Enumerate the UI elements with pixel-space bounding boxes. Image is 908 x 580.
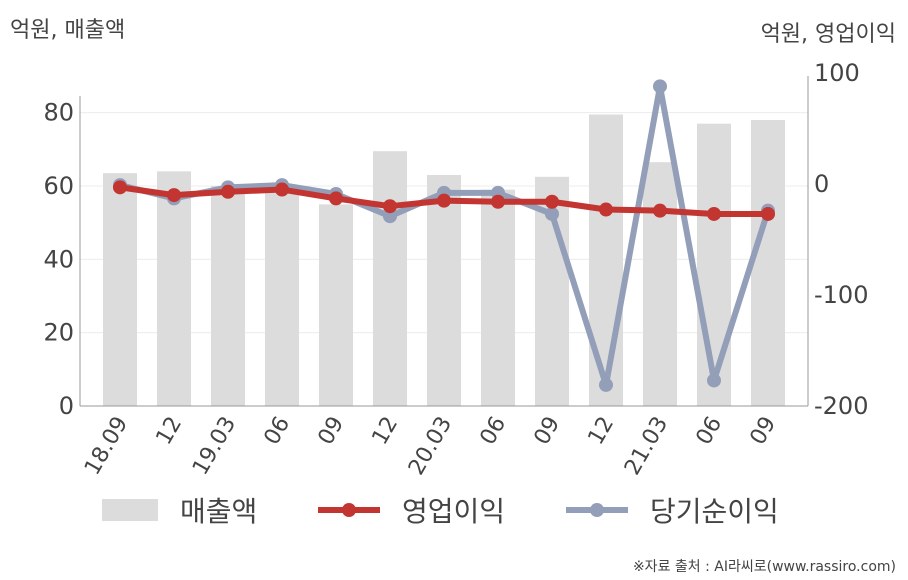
x-tick-label: 12 (584, 413, 620, 450)
point-영업이익 (167, 188, 181, 203)
legend-sales: 매출액 (102, 490, 257, 530)
left-axis-unit: 억원, 매출액 (10, 18, 126, 43)
x-tick-label: 06 (476, 413, 512, 450)
bar-매출액 (211, 186, 245, 406)
x-tick-label: 18.09 (80, 413, 133, 480)
point-영업이익 (761, 206, 775, 221)
bar-매출액 (589, 114, 623, 406)
point-영업이익 (707, 206, 721, 221)
point-영업이익 (653, 203, 667, 218)
point-영업이익 (545, 194, 559, 209)
point-영업이익 (599, 202, 613, 217)
bar-매출액 (427, 175, 461, 406)
x-tick-label: 06 (260, 413, 296, 450)
point-당기순이익 (653, 79, 667, 94)
bar-매출액 (481, 189, 515, 406)
bar-매출액 (157, 171, 191, 406)
point-영업이익 (491, 194, 505, 209)
legend-operating-label: 영업이익 (402, 495, 506, 528)
source-credit: ※자료 출처 : AI라씨로(www.rassiro.com) (632, 559, 896, 575)
x-tick-label: 06 (692, 413, 728, 450)
x-tick-label: 19.03 (188, 413, 241, 480)
bar-매출액 (697, 123, 731, 407)
x-tick-label: 09 (314, 413, 350, 450)
x-tick-label: 20.03 (404, 413, 457, 480)
legend-operating-swatch (318, 503, 380, 517)
left-tick-label: 60 (43, 172, 74, 200)
right-axis-unit: 억원, 영업이익 (760, 22, 896, 47)
point-영업이익 (437, 193, 451, 208)
point-영업이익 (113, 180, 127, 195)
bar-매출액 (751, 120, 785, 406)
bar-매출액 (643, 162, 677, 406)
point-당기순이익 (383, 209, 397, 224)
x-tick-label: 12 (368, 413, 404, 450)
legend-net-label: 당기순이익 (650, 495, 779, 528)
bar-매출액 (265, 186, 299, 406)
right-tick-label: -200 (814, 392, 868, 420)
right-tick-label: 0 (814, 170, 829, 198)
point-영업이익 (221, 184, 235, 199)
x-tick-label: 09 (530, 413, 566, 450)
point-영업이익 (275, 182, 289, 197)
right-tick-label: 100 (814, 59, 860, 87)
left-tick-label: 80 (43, 99, 74, 127)
point-영업이익 (329, 191, 343, 206)
bar-매출액 (103, 173, 137, 406)
point-당기순이익 (599, 377, 613, 392)
bar-매출액 (319, 204, 353, 406)
right-tick-label: -100 (814, 281, 868, 309)
legend-sales-label: 매출액 (180, 495, 258, 528)
point-당기순이익 (707, 373, 721, 388)
legend-net: 당기순이익 (566, 490, 779, 530)
legend-operating: 영업이익 (318, 490, 505, 530)
x-tick-label: 12 (152, 413, 188, 450)
left-tick-label: 40 (43, 245, 74, 273)
legend-sales-swatch (102, 499, 158, 521)
bar-매출액 (373, 151, 407, 406)
x-tick-label: 09 (746, 413, 782, 450)
point-영업이익 (383, 199, 397, 214)
point-당기순이익 (545, 206, 559, 221)
legend-net-swatch (566, 503, 628, 517)
left-tick-label: 0 (59, 392, 74, 420)
left-tick-label: 20 (43, 319, 74, 347)
x-tick-label: 21.03 (620, 413, 673, 480)
